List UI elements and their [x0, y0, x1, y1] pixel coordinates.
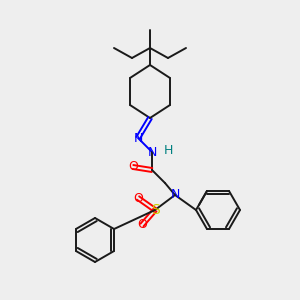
- Text: S: S: [151, 203, 159, 217]
- Text: O: O: [137, 218, 147, 232]
- Text: O: O: [128, 160, 138, 173]
- Text: O: O: [133, 191, 143, 205]
- Text: N: N: [133, 131, 143, 145]
- Text: H: H: [163, 143, 173, 157]
- Text: N: N: [147, 146, 157, 158]
- Text: N: N: [170, 188, 180, 202]
